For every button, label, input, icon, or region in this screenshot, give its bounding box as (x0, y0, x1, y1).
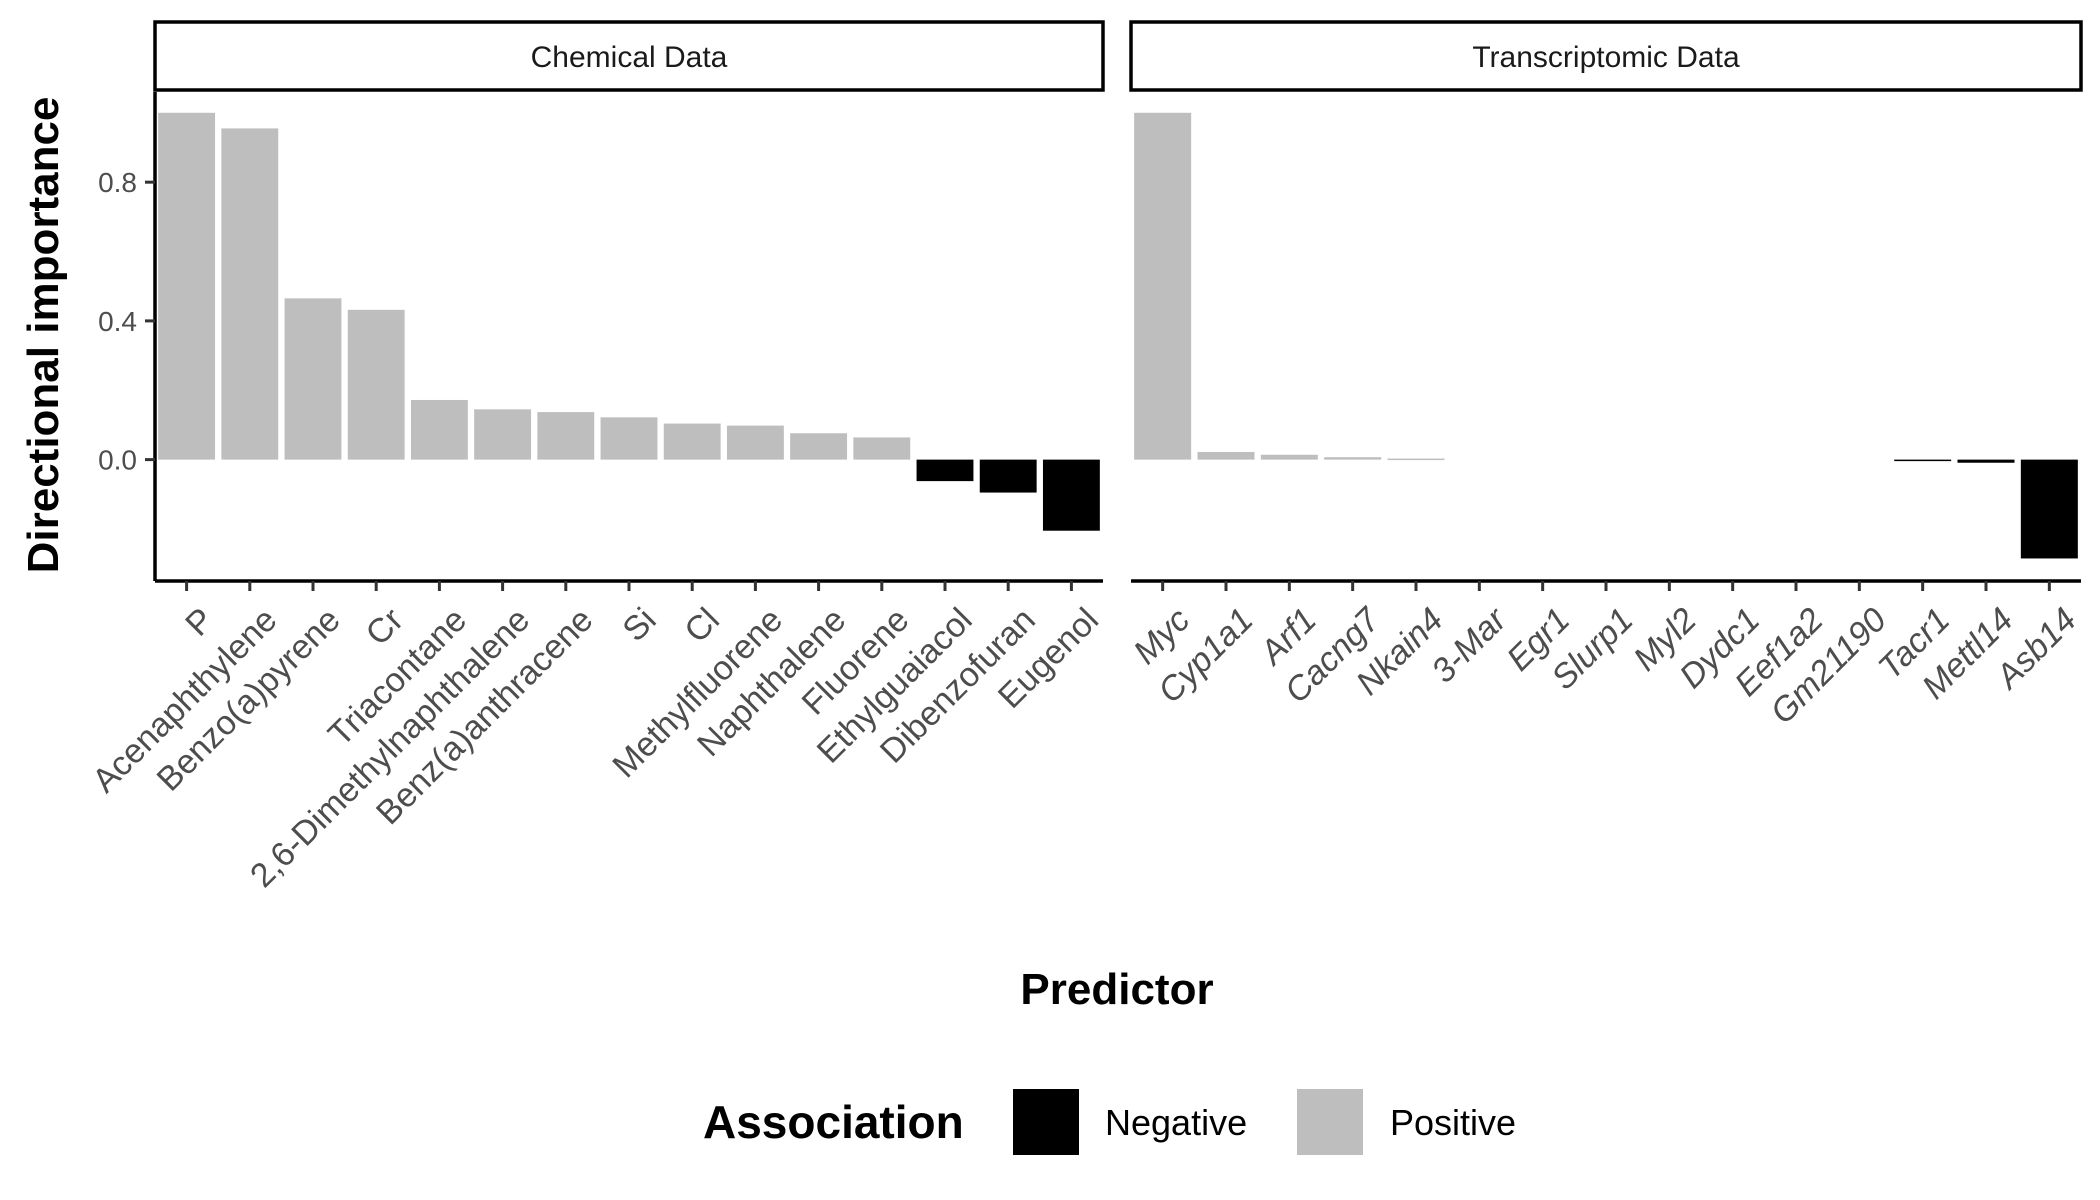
bar-triacontane (410, 399, 468, 460)
bar-cl (663, 423, 721, 460)
bar-acenaphthylene (221, 128, 279, 460)
x-tick-label-cl: Cl (677, 601, 727, 651)
bar-cyp1a1 (1197, 451, 1255, 460)
legend-key-positive (1297, 1089, 1363, 1155)
panel-2: Transcriptomic DataMycCyp1a1Arf1Cacng7Nk… (1126, 20, 2084, 731)
bar-naphthalene (790, 433, 848, 460)
bar-asb14 (2020, 459, 2078, 559)
bar-si (600, 417, 658, 460)
bar-myc (1134, 112, 1192, 460)
bar-ethylguaiacol (916, 459, 974, 482)
x-axis-title: Predictor (1020, 965, 1213, 1014)
strip-1 (153, 20, 1105, 92)
bar-eugenol (1042, 459, 1100, 531)
y-tick-label-2: 0.8 (98, 167, 137, 198)
chart-panels: Chemical Data0.00.40.8PAcenaphthyleneBen… (85, 20, 2084, 895)
bar-p (158, 112, 216, 460)
legend-label-negative: Negative (1105, 1102, 1247, 1143)
bar-arf1 (1260, 454, 1318, 460)
bar-methylfluorene (726, 425, 784, 460)
y-axis-title: Directional importance (19, 97, 68, 574)
strip-label-2: Transcriptomic Data (1472, 41, 1740, 74)
bar-cacng7 (1324, 457, 1382, 460)
legend-title: Association (703, 1096, 964, 1148)
x-tick-label-p: P (178, 601, 221, 644)
bar-benzo-a-pyrene (284, 298, 342, 460)
strip-2 (1129, 20, 2083, 92)
bar-benz-a-anthracene (537, 412, 595, 460)
bar-tacr1 (1894, 459, 1952, 462)
bar-mettl14 (1957, 459, 2015, 463)
y-tick-label-0: 0.0 (98, 445, 137, 476)
legend: Association Negative Positive (703, 1089, 1516, 1155)
x-tick-label-3-mar: 3-Mar (1424, 600, 1515, 691)
y-tick-label-1: 0.4 (98, 306, 137, 337)
bar-nkain4 (1387, 458, 1445, 461)
legend-label-positive: Positive (1390, 1102, 1516, 1143)
bar-2-6-dimethylnaphthalene (474, 409, 532, 460)
strip-label-1: Chemical Data (531, 41, 728, 74)
panel-1: Chemical Data0.00.40.8PAcenaphthyleneBen… (85, 20, 1106, 895)
x-tick-label-si: Si (615, 601, 663, 649)
bar-fluorene (853, 437, 911, 460)
legend-key-negative (1013, 1089, 1079, 1155)
bar-dibenzofuran (979, 459, 1037, 493)
bar-cr (347, 309, 405, 460)
